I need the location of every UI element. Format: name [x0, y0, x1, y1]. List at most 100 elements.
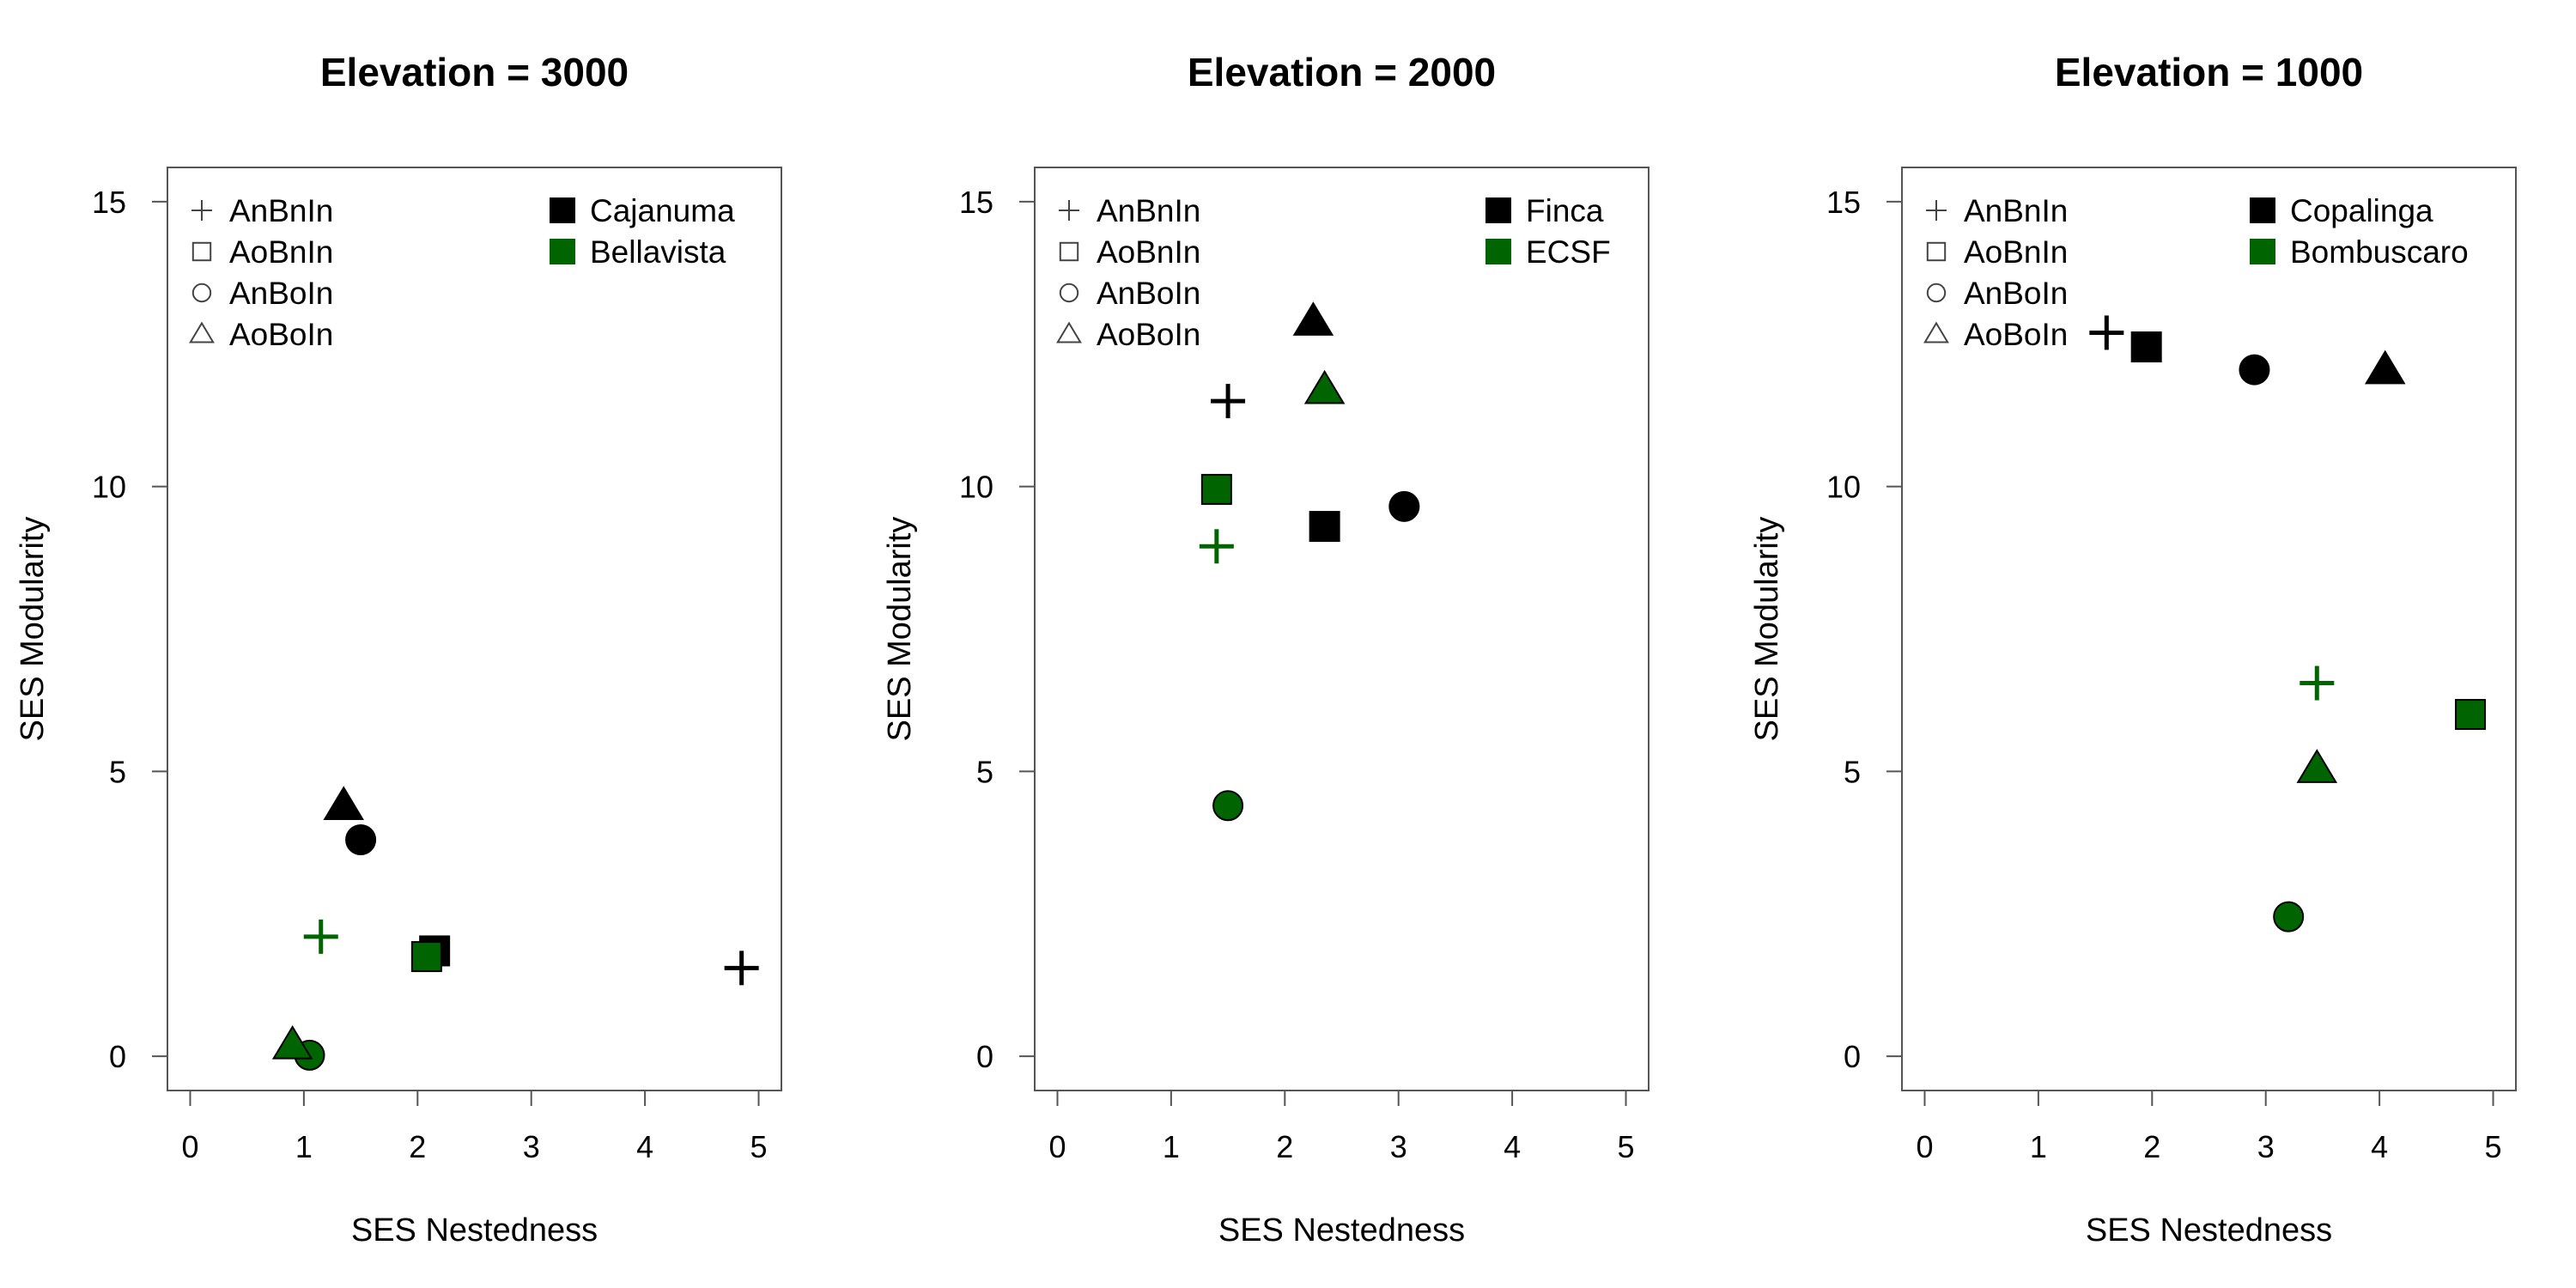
legend-marker-aoboin [1923, 321, 1949, 343]
point-copalinga-aoboin [2364, 349, 2406, 385]
y-tick-label: 5 [976, 754, 993, 789]
legend-site-swatch [1485, 197, 1511, 223]
y-tick-label: 15 [1826, 185, 1861, 220]
legend-label: AoBoIn [1964, 317, 2068, 352]
x-axis-label: SES Nestedness [1218, 1212, 1465, 1249]
legend-label: AnBoIn [1097, 276, 1200, 311]
legend-site-label: Copalinga [2290, 193, 2433, 228]
legend-marker-anbnin [1059, 200, 1079, 221]
x-tick-label: 4 [1504, 1129, 1521, 1164]
panel-title: Elevation = 2000 [1188, 50, 1496, 94]
point-bombuscaro-anbnin [2300, 665, 2335, 701]
shape-legend: AnBnIn AoBnIn AnBoIn AoBoIn [1923, 193, 2068, 352]
point-cajanuma-anboin [345, 824, 377, 856]
site-legend: Copalinga Bombuscaro [2250, 193, 2469, 270]
point-bombuscaro-aobnin [2455, 699, 2487, 731]
legend-site-swatch [550, 239, 575, 264]
legend-site-label: Bombuscaro [2290, 234, 2469, 270]
x-tick-label: 5 [2485, 1129, 2502, 1164]
x-tick-label: 1 [1163, 1129, 1180, 1164]
x-tick-label: 0 [1048, 1129, 1066, 1164]
y-tick-label: 5 [1844, 754, 1861, 789]
y-tick-label: 0 [1844, 1039, 1861, 1074]
legend-site-label: Cajanuma [590, 193, 735, 228]
point-copalinga-anbnin [2089, 315, 2124, 350]
shape-legend: AnBnIn AoBnIn AnBoIn AoBoIn [1056, 193, 1200, 352]
legend-label: AoBoIn [1097, 317, 1200, 352]
point-finca-aoboin [1292, 301, 1334, 336]
legend-label: AoBnIn [1097, 234, 1200, 270]
x-tick-label: 1 [2030, 1129, 2047, 1164]
x-tick-label: 0 [1916, 1129, 1933, 1164]
legend-marker-aoboin [1056, 321, 1082, 343]
point-bombuscaro-anboin [2273, 901, 2305, 933]
point-finca-aobnin [1309, 511, 1340, 543]
data-points [2089, 315, 2487, 933]
panel-1: Elevation = 3000 0 1 2 3 4 5 0 5 10 15 SES Nestedne… [15, 50, 782, 1249]
legend-site-label: Bellavista [590, 234, 726, 270]
point-bellavista-anbnin [303, 919, 338, 954]
x-tick-label: 5 [1618, 1129, 1635, 1164]
y-tick-label: 10 [959, 470, 993, 505]
legend-site-label: ECSF [1526, 234, 1611, 270]
x-axis-label: SES Nestedness [2086, 1212, 2332, 1249]
point-finca-anboin [1388, 490, 1420, 522]
legend-marker-aobnin [1926, 241, 1947, 262]
x-tick-label: 4 [2371, 1129, 2388, 1164]
x-tick-label: 2 [1276, 1129, 1293, 1164]
legend-label: AnBnIn [1097, 193, 1200, 228]
legend-site-label: Finca [1526, 193, 1604, 228]
panel-title: Elevation = 3000 [320, 50, 629, 94]
legend-label: AnBnIn [1964, 193, 2068, 228]
y-tick-label: 0 [976, 1039, 993, 1074]
legend-site-swatch [2250, 239, 2275, 264]
data-points [1199, 301, 1420, 822]
point-cajanuma-aoboin [323, 786, 364, 820]
x-axis-label: SES Nestedness [351, 1212, 598, 1249]
point-copalinga-anboin [2239, 354, 2270, 386]
y-axis-label: SES Modularity [1749, 517, 1785, 742]
x-tick-label: 4 [636, 1129, 653, 1164]
point-bombuscaro-aoboin [2296, 749, 2338, 783]
panel-title: Elevation = 1000 [2055, 50, 2363, 94]
site-legend: Cajanuma Bellavista [550, 193, 735, 270]
legend-marker-aoboin [189, 321, 215, 343]
legend-label: AoBnIn [1964, 234, 2068, 270]
legend-marker-aobnin [191, 241, 212, 262]
point-ecsf-anboin [1212, 790, 1244, 822]
legend-marker-anbnin [191, 200, 212, 221]
x-tick-label: 2 [409, 1129, 426, 1164]
legend-marker-anboin [1059, 283, 1079, 303]
panel-3: Elevation = 1000 0 1 2 3 4 5 0 5 10 15 SES Nestedne… [1749, 50, 2517, 1249]
y-axis-label: SES Modularity [882, 517, 918, 742]
legend-marker-anbnin [1926, 200, 1947, 221]
point-cajanuma-anbnin [724, 951, 759, 986]
legend-marker-anboin [1926, 283, 1947, 303]
x-tick-label: 5 [750, 1129, 768, 1164]
x-tick-label: 0 [181, 1129, 198, 1164]
legend-site-swatch [1485, 239, 1511, 264]
x-tick-label: 3 [1390, 1129, 1407, 1164]
y-tick-label: 15 [92, 185, 126, 220]
point-bellavista-aoboin [271, 1024, 313, 1060]
legend-site-swatch [2250, 197, 2275, 223]
legend-marker-aobnin [1059, 241, 1079, 262]
shape-legend: AnBnIn AoBnIn AnBoIn AoBoIn [189, 193, 333, 352]
y-axis-label: SES Modularity [15, 517, 51, 742]
point-ecsf-anbnin [1199, 529, 1234, 564]
y-tick-label: 5 [109, 754, 126, 789]
point-copalinga-aobnin [2130, 331, 2162, 363]
x-tick-label: 2 [2143, 1129, 2160, 1164]
y-tick-label: 15 [959, 185, 993, 220]
legend-label: AnBoIn [1964, 276, 2068, 311]
point-finca-anbnin [1211, 384, 1246, 419]
legend-label: AoBnIn [229, 234, 333, 270]
panel-2: Elevation = 2000 0 1 2 3 4 5 0 5 10 15 SES Nestedne… [882, 50, 1649, 1249]
legend-site-swatch [550, 197, 575, 223]
site-legend: Finca ECSF [1485, 193, 1611, 270]
legend-label: AnBoIn [229, 276, 333, 311]
legend-marker-anboin [191, 283, 212, 303]
point-bellavista-aobnin [410, 941, 442, 973]
